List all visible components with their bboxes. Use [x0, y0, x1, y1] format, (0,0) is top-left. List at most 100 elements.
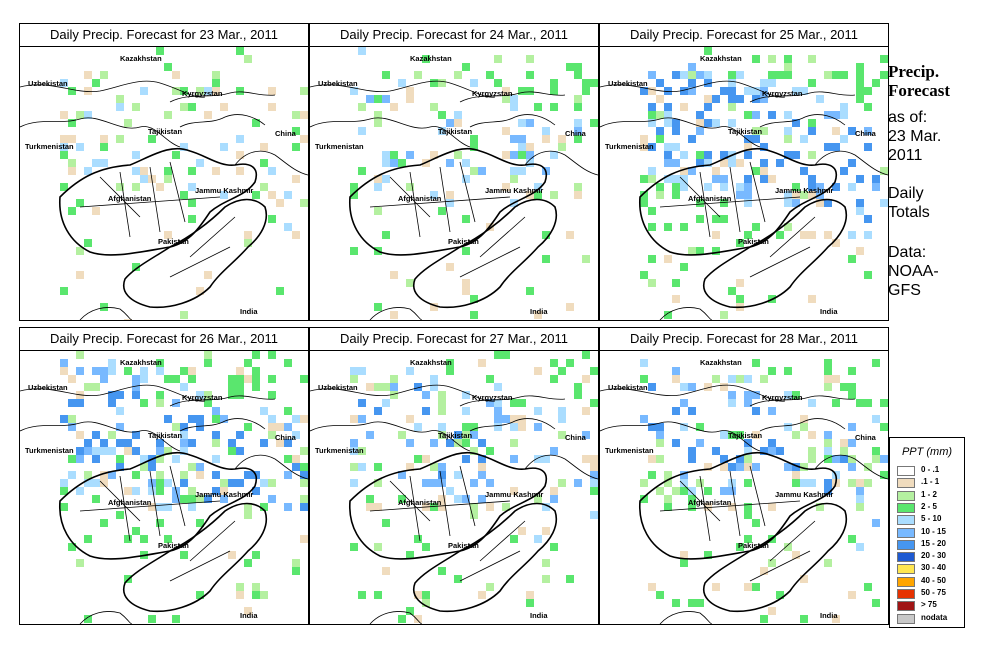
precip-cell — [220, 103, 228, 111]
precip-cell — [824, 111, 832, 119]
precip-cell — [156, 519, 164, 527]
precip-cell — [558, 431, 566, 439]
precip-cell — [414, 455, 422, 463]
precip-cell — [164, 503, 172, 511]
map-label-afghanistan: Afghanistan — [398, 498, 442, 507]
precip-cell — [752, 463, 760, 471]
precip-cell — [108, 447, 116, 455]
precip-cell — [300, 375, 308, 383]
precip-cell — [236, 583, 244, 591]
precip-cell — [696, 423, 704, 431]
precip-cell — [808, 295, 816, 303]
precip-cell — [268, 167, 276, 175]
precip-cell — [204, 391, 212, 399]
precip-cell — [212, 167, 220, 175]
precip-cell — [856, 543, 864, 551]
precip-cell — [744, 375, 752, 383]
precip-cell — [760, 127, 768, 135]
map-label-kyrgyzstan: Kyrgyzstan — [182, 393, 223, 402]
map-label-afghanistan: Afghanistan — [108, 194, 152, 203]
precip-cell — [696, 127, 704, 135]
data-source-line3: GFS — [888, 282, 921, 299]
precip-cell — [350, 463, 358, 471]
precip-cell — [84, 535, 92, 543]
border-line — [600, 117, 761, 148]
precip-cell — [454, 119, 462, 127]
legend-label: 15 - 20 — [921, 538, 946, 548]
border-line — [234, 454, 308, 480]
precip-cell — [744, 151, 752, 159]
precip-cell — [704, 551, 712, 559]
precip-cell — [760, 615, 768, 623]
precip-cell — [808, 175, 816, 183]
as-of-block: as of: 23 Mar. 2011 — [888, 108, 941, 165]
precip-cell — [672, 183, 680, 191]
precip-cell — [784, 151, 792, 159]
precip-cell — [848, 231, 856, 239]
precip-cell — [268, 87, 276, 95]
precip-cell — [696, 215, 704, 223]
precip-cell — [590, 119, 598, 127]
precip-cell — [92, 383, 100, 391]
precip-cell — [156, 367, 164, 375]
precip-cell — [164, 167, 172, 175]
precip-cell — [848, 159, 856, 167]
precip-cell — [784, 63, 792, 71]
precip-cell — [60, 415, 68, 423]
precip-cell — [454, 575, 462, 583]
precip-cell — [414, 591, 422, 599]
precip-cell — [382, 231, 390, 239]
precip-cell — [736, 191, 744, 199]
precip-cell — [398, 159, 406, 167]
legend-label: 10 - 15 — [921, 526, 946, 536]
precip-cell — [180, 447, 188, 455]
precip-cell — [680, 223, 688, 231]
map-label-turkmenistan: Turkmenistan — [605, 446, 654, 455]
precip-cell — [672, 439, 680, 447]
precip-cell — [550, 359, 558, 367]
precip-cell — [752, 167, 760, 175]
precip-cell — [116, 439, 124, 447]
precip-cell — [284, 423, 292, 431]
precip-cell — [840, 135, 848, 143]
precip-cell — [744, 183, 752, 191]
precip-cell — [824, 439, 832, 447]
precip-cell — [880, 399, 888, 407]
precip-cell — [438, 463, 446, 471]
precip-cell — [132, 471, 140, 479]
legend-swatch — [897, 589, 915, 599]
precip-cell — [300, 463, 308, 471]
precip-cell — [752, 55, 760, 63]
precip-cell — [236, 135, 244, 143]
precip-cell — [824, 479, 832, 487]
legend-label: 1 - 2 — [921, 489, 938, 499]
precip-cell — [856, 207, 864, 215]
precip-cell — [848, 535, 856, 543]
side-title-line2: Forecast — [888, 81, 950, 100]
precip-cell — [292, 415, 300, 423]
precip-cell — [776, 447, 784, 455]
border-line — [79, 161, 221, 238]
precip-cell — [430, 479, 438, 487]
legend-item: .1 - 1 — [897, 477, 963, 489]
border-line — [814, 454, 888, 480]
precip-cell — [784, 463, 792, 471]
border-line — [234, 150, 308, 176]
precip-cell — [244, 423, 252, 431]
precip-cell — [872, 599, 880, 607]
precip-cell — [84, 383, 92, 391]
precip-cell — [172, 399, 180, 407]
precip-cell — [350, 439, 358, 447]
precip-cell — [720, 215, 728, 223]
legend-item: 2 - 5 — [897, 502, 963, 514]
precip-cell — [648, 583, 656, 591]
precip-cell — [840, 447, 848, 455]
precip-cell — [446, 199, 454, 207]
precip-cell — [848, 423, 856, 431]
precip-cell — [116, 407, 124, 415]
precip-cell — [196, 287, 204, 295]
precip-cell — [696, 111, 704, 119]
precip-cell — [640, 175, 648, 183]
precip-cell — [768, 439, 776, 447]
precip-cell — [300, 471, 308, 479]
